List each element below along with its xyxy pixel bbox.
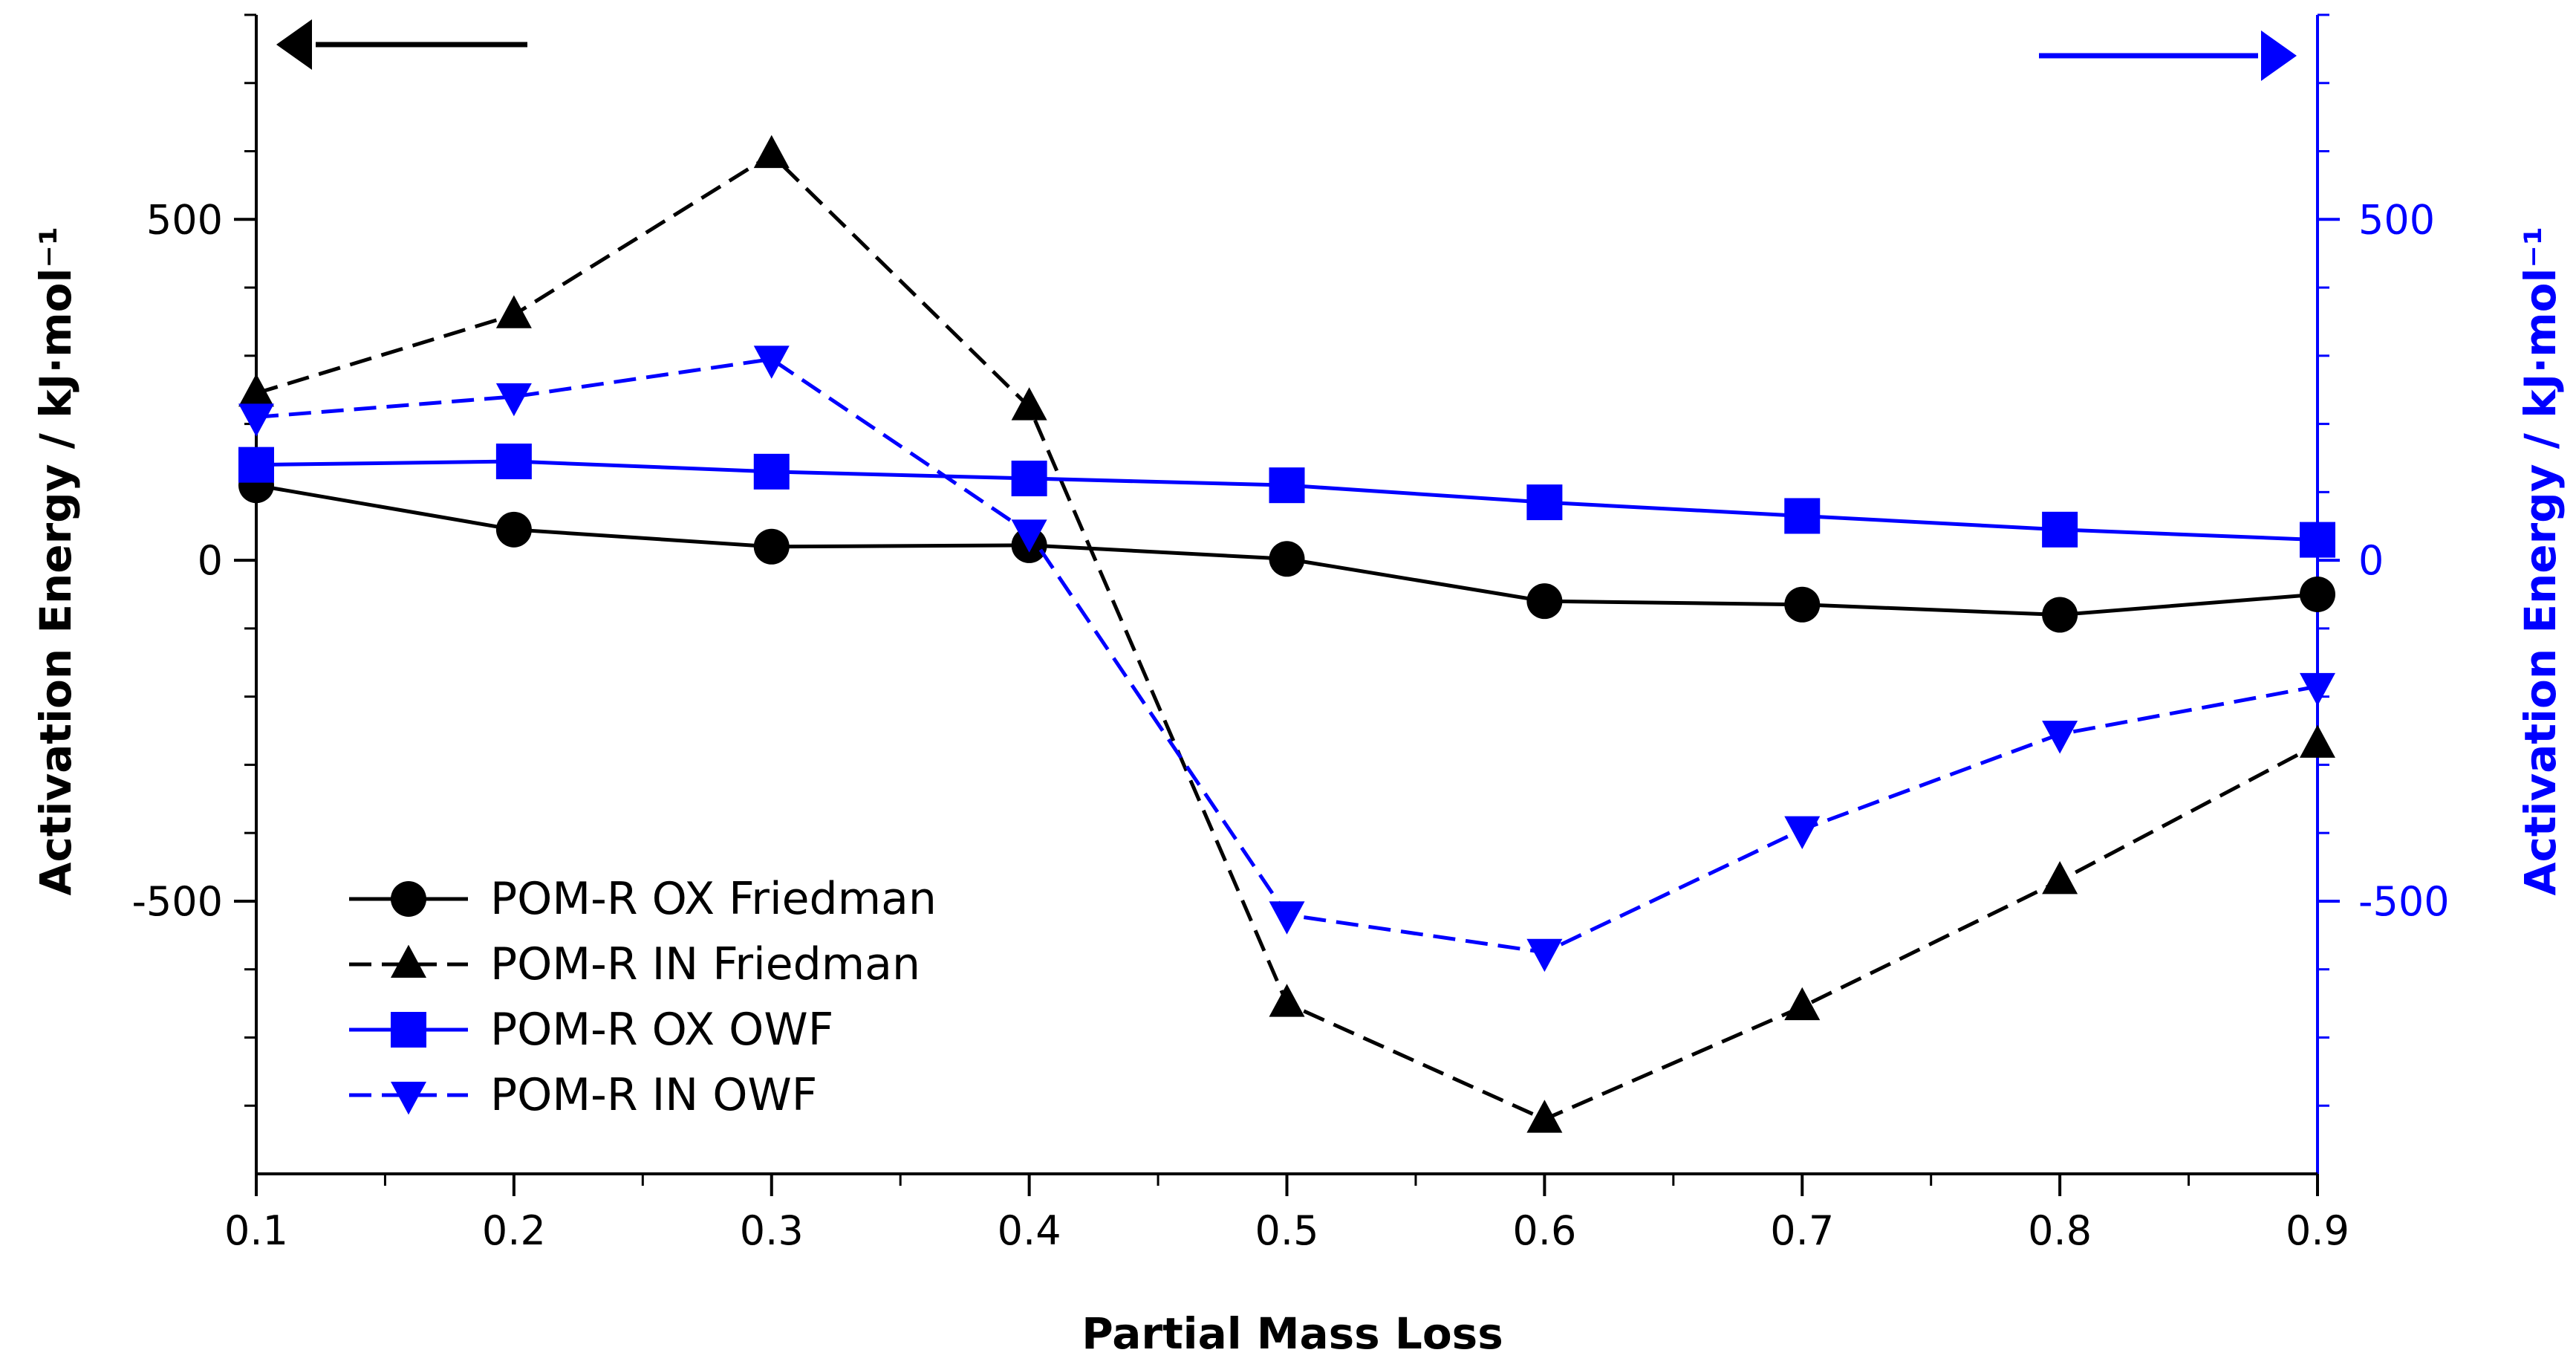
data-point-pom-r-in-owf — [753, 345, 790, 379]
x-axis-title: Partial Mass Loss — [1082, 1308, 1503, 1359]
series-pom-r-in-owf — [238, 345, 2335, 973]
left-y-axis-title: Activation Energy / kJ·mol⁻¹ — [30, 227, 81, 896]
data-point-pom-r-ox-owf — [753, 453, 790, 490]
x-tick-label: 0.9 — [2286, 1207, 2349, 1254]
data-point-pom-r-ox-owf — [1526, 484, 1563, 521]
series-layer — [238, 134, 2335, 1133]
x-tick-label: 0.3 — [740, 1207, 804, 1254]
data-point-pom-r-in-owf — [495, 383, 532, 417]
legend: POM-R OX Friedman POM-R IN Friedman POM-… — [349, 873, 937, 1121]
series-pom-r-ox-owf — [238, 444, 2335, 558]
data-point-pom-r-ox-friedman — [1526, 583, 1563, 620]
right-y-tick-label: 500 — [2358, 196, 2435, 243]
x-tick-label: 0.5 — [1255, 1207, 1319, 1254]
data-point-pom-r-in-owf — [238, 403, 274, 437]
series-pom-r-in-friedman — [238, 134, 2335, 1133]
legend-marker-pom-r-ox-friedman — [391, 881, 426, 917]
data-point-pom-r-ox-owf — [1784, 498, 1821, 534]
data-point-pom-r-in-friedman — [238, 373, 274, 407]
data-point-pom-r-in-friedman — [1269, 984, 1305, 1017]
data-point-pom-r-ox-owf — [1011, 461, 1047, 496]
x-tick-label: 0.7 — [1770, 1207, 1834, 1254]
legend-marker-pom-r-ox-owf — [391, 1012, 426, 1048]
x-tick-label: 0.1 — [224, 1207, 288, 1254]
legend-label-ox-owf: POM-R OX OWF — [490, 1004, 833, 1056]
left-y-tick-label: 500 — [146, 196, 223, 243]
data-point-pom-r-in-friedman — [1011, 387, 1047, 421]
right-y-axis-title: Activation Energy / kJ·mol⁻¹ — [2515, 227, 2566, 896]
x-tick-label: 0.8 — [2028, 1207, 2092, 1254]
x-tick-label: 0.4 — [998, 1207, 1061, 1254]
right-y-tick-label: -500 — [2358, 878, 2450, 925]
legend-label-in-friedman: POM-R IN Friedman — [490, 938, 920, 990]
data-point-pom-r-ox-owf — [495, 444, 532, 480]
data-point-pom-r-ox-friedman — [1269, 541, 1305, 577]
series-line-pom-r-in-owf — [256, 357, 2318, 955]
data-point-pom-r-in-owf — [2042, 721, 2078, 754]
data-point-pom-r-in-owf — [1526, 938, 1563, 973]
right-y-tick-label: 0 — [2358, 537, 2384, 584]
data-point-pom-r-ox-friedman — [1784, 586, 1821, 623]
data-point-pom-r-in-owf — [1784, 816, 1821, 849]
data-point-pom-r-in-friedman — [2300, 724, 2335, 758]
data-point-pom-r-in-friedman — [1784, 987, 1821, 1021]
data-point-pom-r-in-owf — [1269, 901, 1305, 935]
data-point-pom-r-in-friedman — [495, 295, 532, 328]
right-axis-arrow-head — [2261, 30, 2297, 81]
left-y-tick-label: 0 — [198, 537, 223, 584]
left-axis-arrow-head — [276, 19, 312, 70]
legend-marker-pom-r-in-owf — [391, 1082, 426, 1115]
data-point-pom-r-ox-owf — [1269, 467, 1305, 504]
data-point-pom-r-in-friedman — [2042, 861, 2078, 895]
x-tick-label: 0.2 — [482, 1207, 546, 1254]
data-point-pom-r-in-owf — [2300, 672, 2335, 707]
data-point-pom-r-ox-friedman — [495, 511, 532, 548]
data-point-pom-r-ox-owf — [238, 447, 274, 483]
data-point-pom-r-in-owf — [1011, 519, 1047, 553]
data-point-pom-r-in-friedman — [1526, 1100, 1563, 1133]
axes: 0.1 0.2 0.3 0.4 0.5 0.6 0.7 0.8 0.9 -500 -500 0 0 500… — [131, 13, 2450, 1254]
left-y-tick-label: -500 — [131, 878, 223, 925]
legend-label-in-owf: POM-R IN OWF — [490, 1069, 817, 1121]
legend-label-ox-friedman: POM-R OX Friedman — [490, 873, 937, 925]
x-tick-label: 0.6 — [1512, 1207, 1576, 1254]
data-point-pom-r-ox-friedman — [2042, 597, 2078, 633]
legend-marker-pom-r-in-friedman — [391, 944, 426, 978]
data-point-pom-r-ox-owf — [2300, 522, 2335, 558]
series-pom-r-ox-friedman — [238, 467, 2335, 633]
data-point-pom-r-ox-owf — [2042, 511, 2078, 548]
data-point-pom-r-ox-friedman — [2300, 577, 2335, 612]
data-point-pom-r-in-friedman — [753, 134, 790, 169]
data-point-pom-r-ox-friedman — [753, 528, 790, 565]
